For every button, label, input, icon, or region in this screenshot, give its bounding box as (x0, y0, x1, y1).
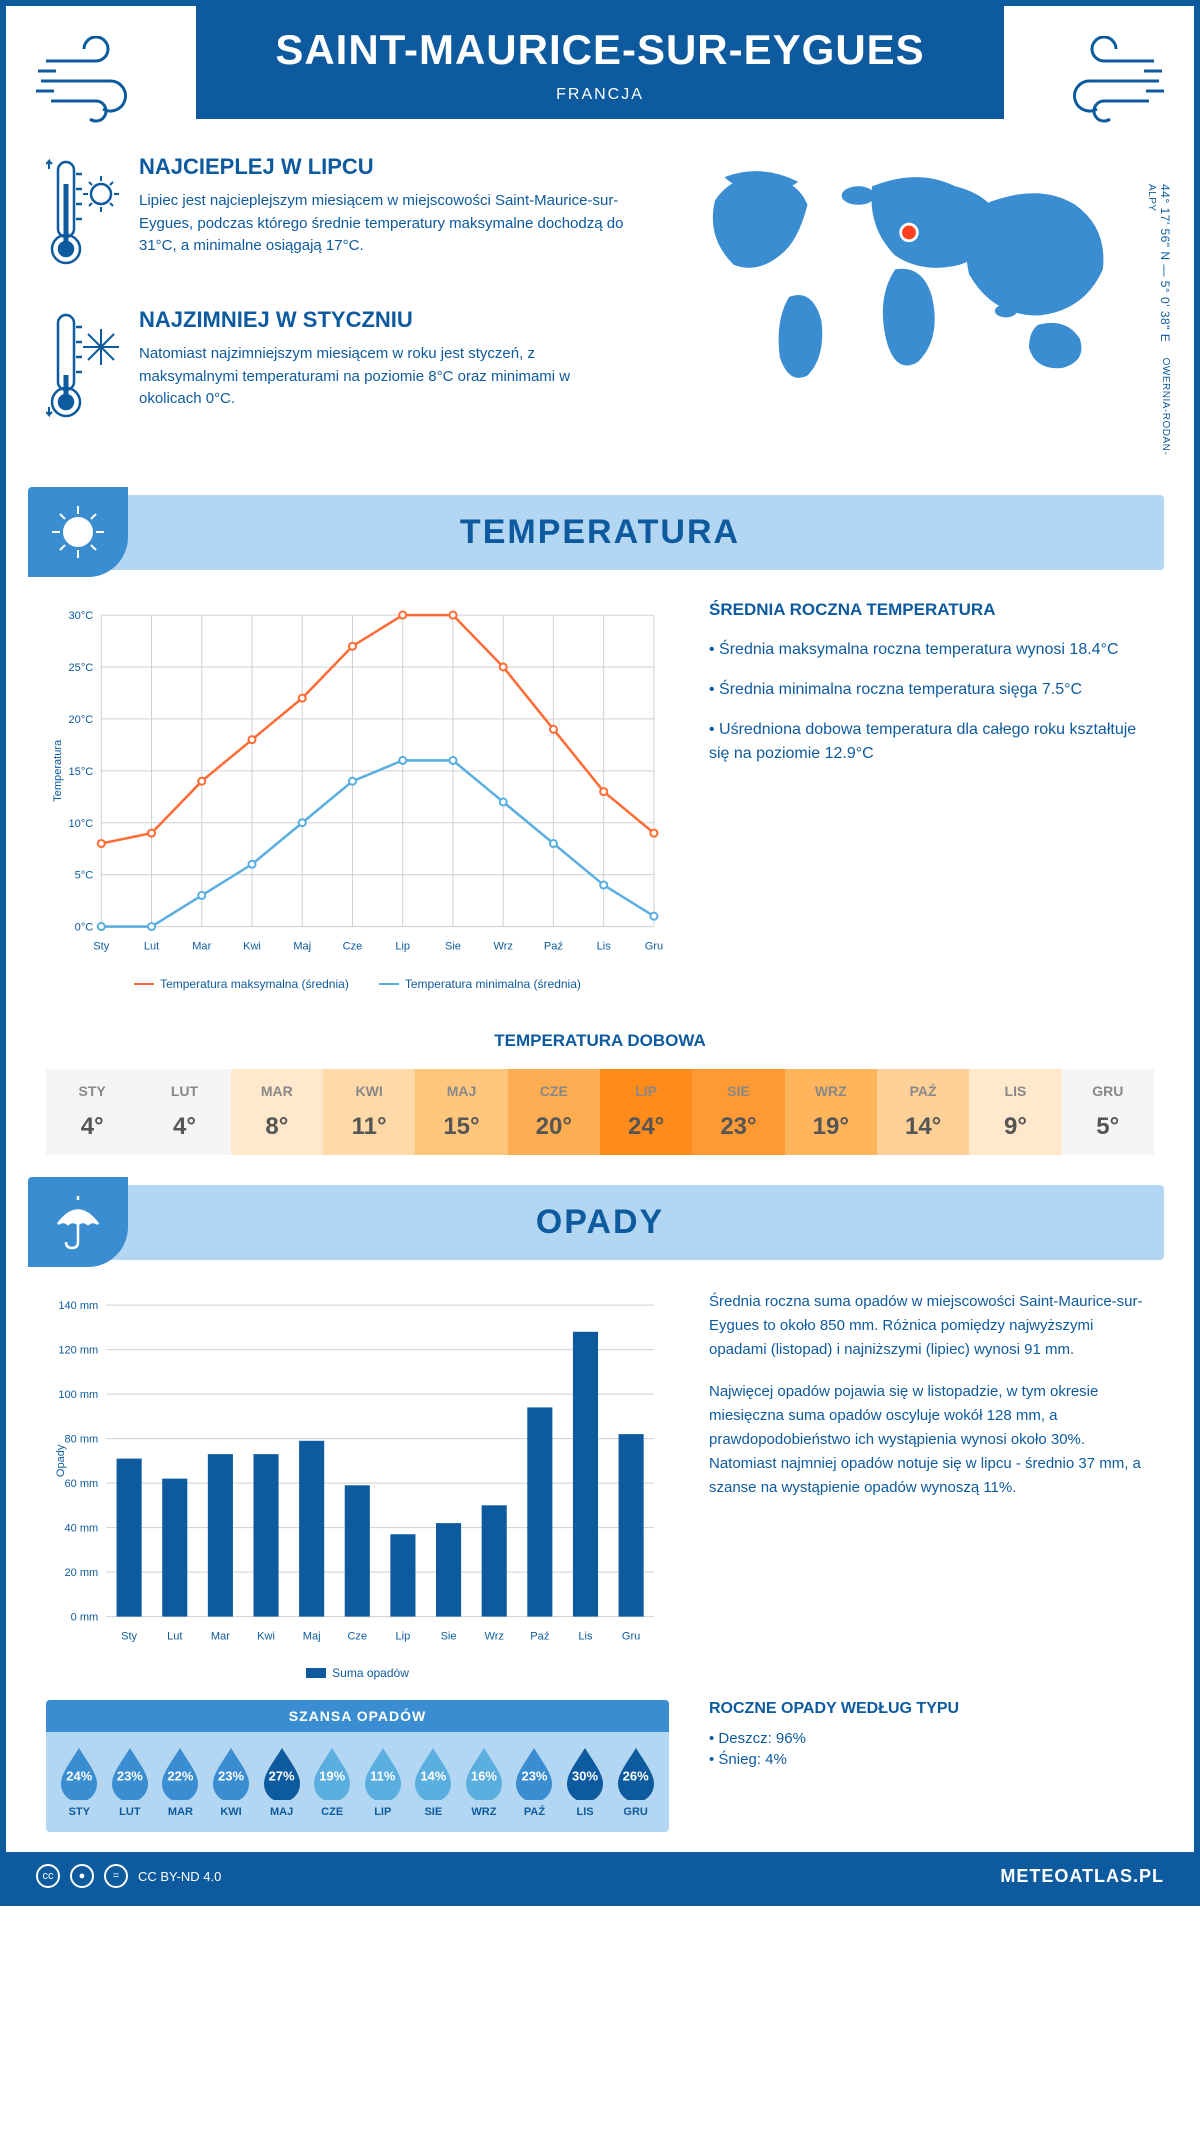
daily-cell: CZE20° (508, 1069, 600, 1155)
daily-cell: KWI11° (323, 1069, 415, 1155)
daily-cell: STY4° (46, 1069, 138, 1155)
daily-cell: LIS9° (969, 1069, 1061, 1155)
type-info: ROCZNE OPADY WEDŁUG TYPU • Deszcz: 96% •… (709, 1700, 1154, 1832)
cc-icon: cc (36, 1864, 60, 1888)
wind-icon (1034, 36, 1164, 126)
thermometer-hot-icon (46, 154, 121, 279)
daily-cell: WRZ19° (785, 1069, 877, 1155)
svg-text:Sie: Sie (441, 1630, 457, 1642)
svg-text:Cze: Cze (347, 1630, 367, 1642)
daily-cell: SIE23° (692, 1069, 784, 1155)
svg-text:Wrz: Wrz (484, 1630, 503, 1642)
svg-text:Kwi: Kwi (243, 941, 261, 953)
svg-text:Mar: Mar (192, 941, 211, 953)
daily-cell: GRU5° (1062, 1069, 1154, 1155)
svg-text:25°C: 25°C (69, 662, 94, 674)
chance-cell: 19%CZE (307, 1746, 358, 1818)
daily-cell: LUT4° (138, 1069, 230, 1155)
wind-icon (36, 36, 166, 126)
svg-text:120 mm: 120 mm (58, 1344, 98, 1356)
chance-cell: 11%LIP (357, 1746, 408, 1818)
precip-info: Średnia roczna suma opadów w miejscowośc… (709, 1290, 1154, 1681)
svg-text:20°C: 20°C (69, 714, 94, 726)
svg-text:Paź: Paź (544, 941, 563, 953)
by-icon: ● (70, 1864, 94, 1888)
svg-text:30°C: 30°C (69, 610, 94, 622)
umbrella-icon (28, 1177, 128, 1267)
svg-text:Mar: Mar (211, 1630, 230, 1642)
chance-cell: 16%WRZ (459, 1746, 510, 1818)
svg-text:Kwi: Kwi (257, 1630, 275, 1642)
chance-cell: 22%MAR (155, 1746, 206, 1818)
daily-title: TEMPERATURA DOBOWA (6, 1031, 1194, 1051)
svg-text:0°C: 0°C (75, 922, 94, 934)
footer: cc ● = CC BY-ND 4.0 METEOATLAS.PL (6, 1852, 1194, 1900)
thermometer-cold-icon (46, 307, 121, 432)
daily-cell: PAŹ14° (877, 1069, 969, 1155)
svg-text:80 mm: 80 mm (64, 1433, 98, 1445)
coordinates: 44° 17' 56" N — 5° 0' 38" E OWERNIA-RODA… (1144, 184, 1172, 460)
precipitation-chart: 0 mm 20 mm 40 mm 60 mm 80 mm 100 mm 120 mm 140 … (46, 1290, 669, 1681)
svg-text:5°C: 5°C (75, 870, 94, 882)
svg-text:0 mm: 0 mm (71, 1611, 99, 1623)
svg-text:Sty: Sty (93, 941, 109, 953)
header: SAINT-MAURICE-SUR-EYGUES FRANCJA (196, 6, 1004, 119)
chance-cell: 23%KWI (206, 1746, 257, 1818)
svg-text:140 mm: 140 mm (58, 1300, 98, 1312)
chance-box: SZANSA OPADÓW 24%STY23%LUT22%MAR23%KWI27… (46, 1700, 669, 1832)
chance-cell: 23%PAŹ (509, 1746, 560, 1818)
svg-text:10°C: 10°C (69, 818, 94, 830)
svg-text:Cze: Cze (343, 941, 363, 953)
chance-cell: 27%MAJ (256, 1746, 307, 1818)
hot-text: Lipiec jest najcieplejszym miesiącem w m… (139, 190, 634, 258)
location-marker (901, 224, 918, 241)
svg-text:Lis: Lis (597, 941, 612, 953)
temperature-chart: 0°C 5°C 10°C 15°C 20°C 25°C 30°C Sty Lut Mar Kwi Ma… (46, 600, 669, 991)
nd-icon: = (104, 1864, 128, 1888)
cold-text: Natomiast najzimniejszym miesiącem w rok… (139, 343, 634, 411)
page-title: SAINT-MAURICE-SUR-EYGUES (196, 26, 1004, 74)
daily-grid: STY4°LUT4°MAR8°KWI11°MAJ15°CZE20°LIP24°S… (46, 1069, 1154, 1155)
svg-text:60 mm: 60 mm (64, 1478, 98, 1490)
temp-info: ŚREDNIA ROCZNA TEMPERATURA • Średnia mak… (709, 600, 1154, 991)
daily-cell: MAJ15° (415, 1069, 507, 1155)
chance-cell: 14%SIE (408, 1746, 459, 1818)
sun-icon (28, 487, 128, 577)
svg-text:15°C: 15°C (69, 766, 94, 778)
chance-cell: 30%LIS (560, 1746, 611, 1818)
chance-cell: 26%GRU (610, 1746, 661, 1818)
svg-text:Lut: Lut (167, 1630, 182, 1642)
svg-text:Lip: Lip (395, 941, 410, 953)
svg-text:Wrz: Wrz (493, 941, 512, 953)
daily-cell: MAR8° (231, 1069, 323, 1155)
svg-text:Paź: Paź (530, 1630, 549, 1642)
svg-text:Maj: Maj (293, 941, 311, 953)
hot-title: NAJCIEPLEJ W LIPCU (139, 154, 634, 180)
svg-text:Gru: Gru (645, 941, 663, 953)
svg-text:20 mm: 20 mm (64, 1567, 98, 1579)
svg-text:Temperatura: Temperatura (52, 739, 64, 802)
world-map (664, 154, 1154, 394)
svg-text:Lip: Lip (396, 1630, 411, 1642)
svg-text:Gru: Gru (622, 1630, 640, 1642)
chance-cell: 23%LUT (105, 1746, 156, 1818)
temp-section-header: TEMPERATURA (36, 495, 1164, 570)
page-subtitle: FRANCJA (196, 86, 1004, 104)
svg-text:Opady: Opady (55, 1444, 67, 1477)
svg-text:Maj: Maj (303, 1630, 321, 1642)
svg-text:40 mm: 40 mm (64, 1522, 98, 1534)
daily-cell: LIP24° (600, 1069, 692, 1155)
precip-section-header: OPADY (36, 1185, 1164, 1260)
svg-text:Sty: Sty (121, 1630, 137, 1642)
svg-text:Sie: Sie (445, 941, 461, 953)
cold-title: NAJZIMNIEJ W STYCZNIU (139, 307, 634, 333)
svg-text:100 mm: 100 mm (58, 1389, 98, 1401)
svg-text:Lut: Lut (144, 941, 159, 953)
svg-text:Lis: Lis (578, 1630, 593, 1642)
chance-cell: 24%STY (54, 1746, 105, 1818)
